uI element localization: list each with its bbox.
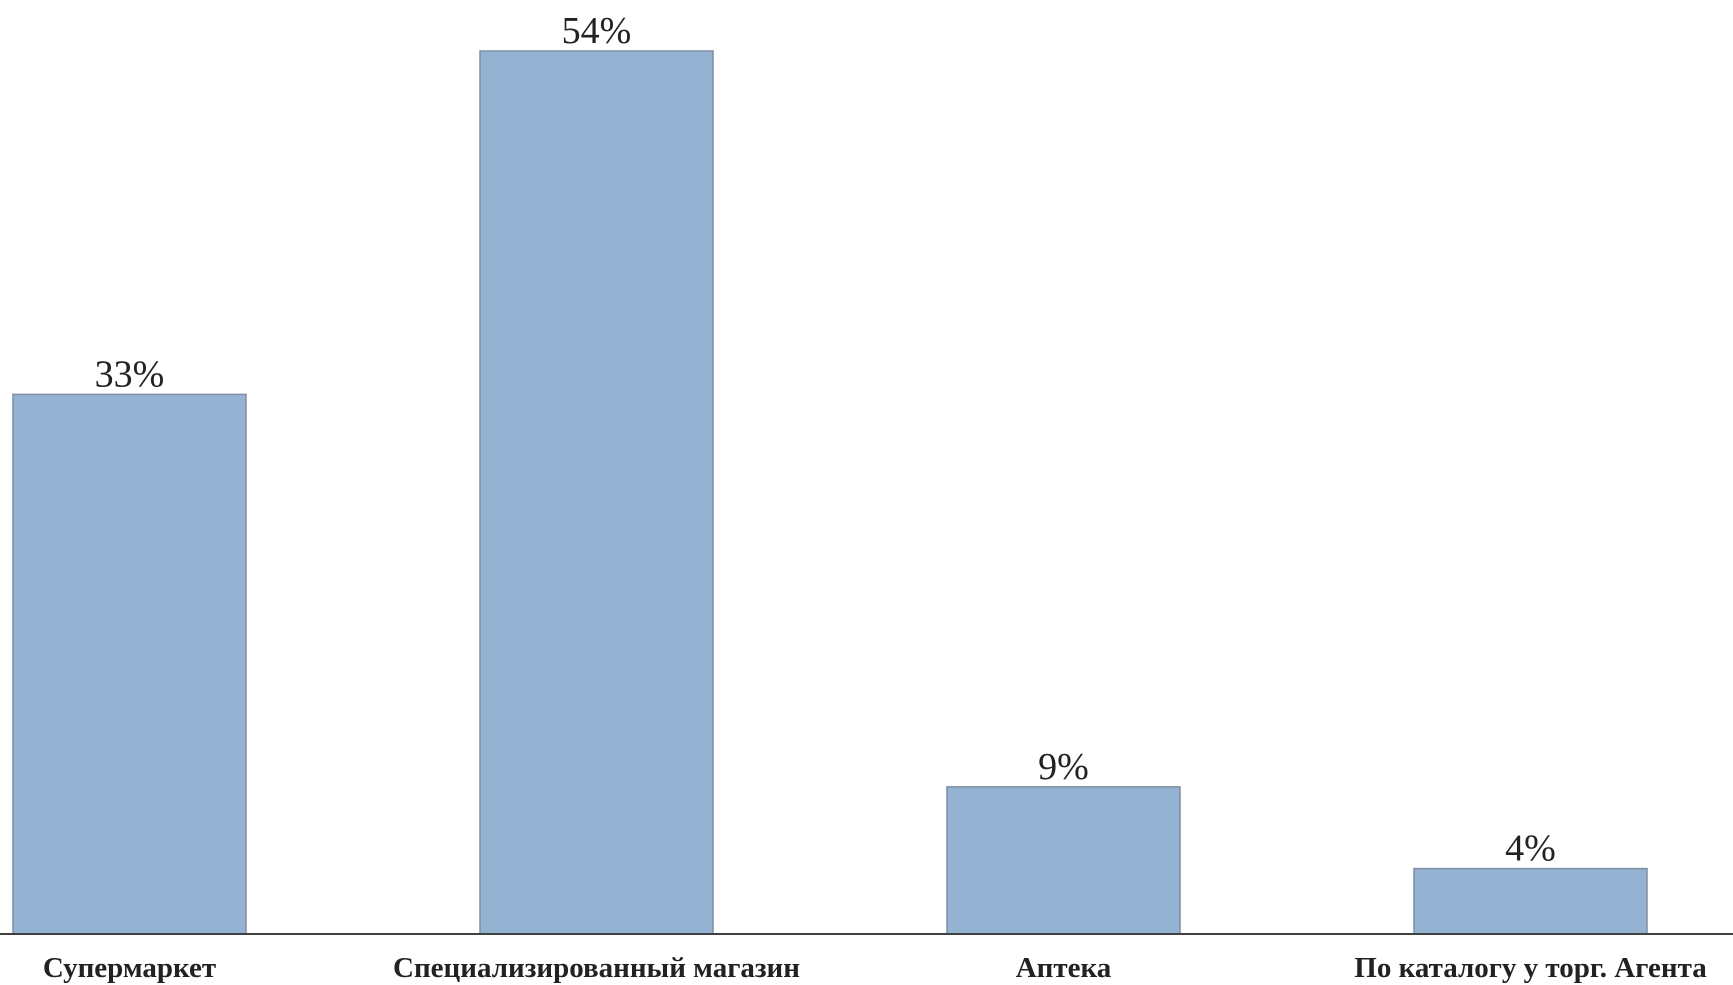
category-label-1: Супермаркет <box>43 952 216 984</box>
bar-4 <box>1413 867 1648 935</box>
bars-group <box>12 50 1648 935</box>
data-label-4: 4% <box>1505 828 1556 870</box>
bar-2 <box>479 50 714 935</box>
data-label-1: 33% <box>95 353 165 395</box>
bar-3 <box>946 786 1181 935</box>
category-label-2: Специализированный магазин <box>393 952 800 984</box>
data-label-3: 9% <box>1038 746 1089 788</box>
bar-1 <box>12 393 247 935</box>
category-label-4: По каталогу у торг. Агента <box>1354 952 1707 984</box>
data-label-2: 54% <box>562 10 632 52</box>
value-labels-group: 33% 54% 9% 4% <box>95 10 1556 870</box>
category-labels-group: Супермаркет Специализированный магазин Апт… <box>43 952 1707 984</box>
category-label-3: Аптека <box>1016 952 1112 984</box>
